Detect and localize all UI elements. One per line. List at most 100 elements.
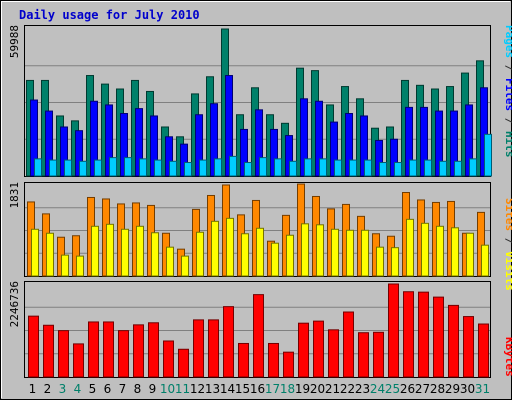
bar-kbytes-day-1: [28, 315, 39, 378]
bar-kbytes-day-7: [118, 330, 129, 378]
bar-pages-day-12: [199, 159, 207, 177]
x-tick-label-day-17: 17: [265, 382, 280, 396]
bar-pages-day-16: [259, 157, 267, 177]
bar-sites-day-17: [271, 242, 279, 277]
bar-kbytes-day-19: [298, 322, 309, 378]
bar-sites-day-21: [331, 228, 339, 277]
bar-kbytes-day-12: [193, 319, 204, 378]
side-legend-part: /: [503, 231, 512, 251]
panel-visits-sites: 1831 Sites / Visits: [8, 182, 512, 291]
bar-sites-day-24: [376, 246, 384, 277]
bar-pages-day-20: [319, 158, 327, 177]
bar-sites-day-15: [241, 233, 249, 277]
bar-pages-day-1: [34, 158, 42, 177]
x-tick-label-day-3: 3: [59, 382, 67, 396]
bar-kbytes-day-8: [133, 324, 144, 378]
bar-pages-day-10: [169, 160, 177, 177]
side-legend-part: /: [503, 58, 512, 78]
bar-kbytes-day-26: [403, 291, 414, 378]
x-tick-label-day-7: 7: [119, 382, 127, 396]
side-legend-part: Pages: [503, 25, 512, 58]
x-tick-label-day-10: 10: [160, 382, 175, 396]
bar-kbytes-day-27: [418, 291, 429, 378]
bar-pages-day-31: [484, 133, 492, 177]
bar-sites-day-31: [481, 244, 489, 277]
bar-pages-day-8: [139, 158, 147, 177]
bar-pages-day-25: [394, 162, 402, 177]
bar-kbytes-day-3: [58, 330, 69, 378]
x-tick-label-day-14: 14: [220, 382, 235, 396]
panel-pages-files-hits: 59988 Pages / Files / Hits: [8, 25, 512, 177]
x-tick-label-day-4: 4: [74, 382, 82, 396]
x-tick-label-day-11: 11: [175, 382, 190, 396]
bar-pages-day-4: [79, 160, 87, 177]
bar-sites-day-2: [46, 232, 54, 277]
bar-sites-day-19: [301, 223, 309, 277]
bar-kbytes-day-6: [103, 321, 114, 378]
bar-sites-day-14: [226, 217, 234, 277]
bar-pages-day-22: [349, 159, 357, 177]
bar-pages-day-30: [469, 158, 477, 177]
side-legend-part: Files: [503, 78, 512, 111]
bar-kbytes-day-5: [88, 321, 99, 378]
bar-pages-day-29: [454, 160, 462, 177]
x-tick-label-day-31: 31: [475, 382, 490, 396]
bar-sites-day-28: [436, 225, 444, 277]
bars: [28, 283, 489, 378]
bar-pages-day-15: [244, 162, 252, 177]
x-tick-label-day-16: 16: [250, 382, 265, 396]
bar-sites-day-22: [346, 229, 354, 277]
bar-kbytes-day-31: [478, 323, 489, 378]
bar-sites-day-7: [121, 228, 129, 277]
bar-pages-day-3: [64, 159, 72, 177]
x-tick-label-day-18: 18: [280, 382, 295, 396]
side-legend: KBytes: [503, 337, 512, 377]
bar-kbytes-day-10: [163, 340, 174, 378]
bar-sites-day-16: [256, 227, 264, 277]
bar-kbytes-day-11: [178, 348, 189, 378]
bar-sites-day-4: [76, 255, 84, 277]
bar-kbytes-day-16: [253, 294, 264, 378]
side-legend-part: Visits: [503, 251, 512, 291]
x-tick-label-day-28: 28: [430, 382, 445, 396]
bar-sites-day-23: [361, 229, 369, 277]
x-axis-day-labels: 1 2 3 4 5 6 7 8 9 10 11 12 13 14 15 16 17 18 19 20 21 22 23 24 2…: [29, 382, 490, 396]
bar-sites-day-8: [136, 225, 144, 277]
bar-kbytes-day-13: [208, 319, 219, 378]
x-tick-label-day-5: 5: [89, 382, 97, 396]
x-tick-label-day-30: 30: [460, 382, 475, 396]
bar-pages-day-13: [214, 158, 222, 177]
side-legend-part: KBytes: [503, 337, 512, 377]
bar-kbytes-day-24: [373, 331, 384, 378]
bar-kbytes-day-4: [73, 343, 84, 378]
bar-sites-day-30: [466, 232, 474, 277]
side-legend: Sites / Visits: [503, 198, 512, 291]
bar-sites-day-13: [211, 220, 219, 277]
y-max-label: 2246736: [8, 281, 21, 327]
x-tick-label-day-26: 26: [400, 382, 415, 396]
bar-pages-day-2: [49, 159, 57, 177]
bar-sites-day-26: [406, 218, 414, 277]
bar-kbytes-day-14: [223, 306, 234, 378]
bars: [26, 28, 492, 177]
bar-pages-day-28: [439, 160, 447, 177]
bar-kbytes-day-15: [238, 342, 249, 378]
bar-sites-day-12: [196, 231, 204, 277]
x-tick-label-day-24: 24: [370, 382, 385, 396]
bar-kbytes-day-23: [358, 332, 369, 378]
x-tick-label-day-2: 2: [44, 382, 52, 396]
x-tick-label-day-13: 13: [205, 382, 220, 396]
bar-sites-day-20: [316, 224, 324, 277]
x-tick-label-day-25: 25: [385, 382, 400, 396]
bar-kbytes-day-28: [433, 296, 444, 378]
bar-sites-day-29: [451, 227, 459, 277]
side-legend-part: Hits: [503, 131, 512, 158]
bar-sites-day-25: [391, 247, 399, 277]
bar-sites-day-11: [181, 255, 189, 277]
bar-pages-day-18: [289, 160, 297, 177]
bar-pages-day-17: [274, 158, 282, 177]
bar-pages-day-21: [334, 159, 342, 177]
bar-kbytes-day-20: [313, 320, 324, 378]
bar-pages-day-14: [229, 155, 237, 177]
x-tick-label-day-27: 27: [415, 382, 430, 396]
